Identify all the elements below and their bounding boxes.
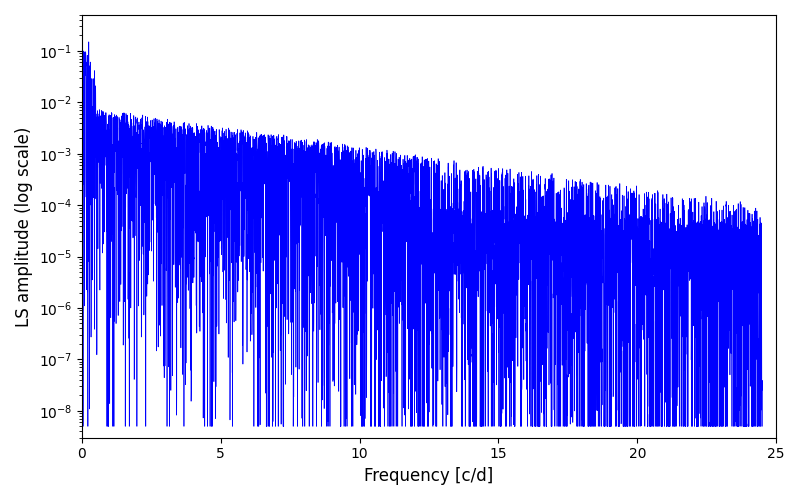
X-axis label: Frequency [c/d]: Frequency [c/d]	[364, 467, 494, 485]
Y-axis label: LS amplitude (log scale): LS amplitude (log scale)	[15, 126, 33, 326]
